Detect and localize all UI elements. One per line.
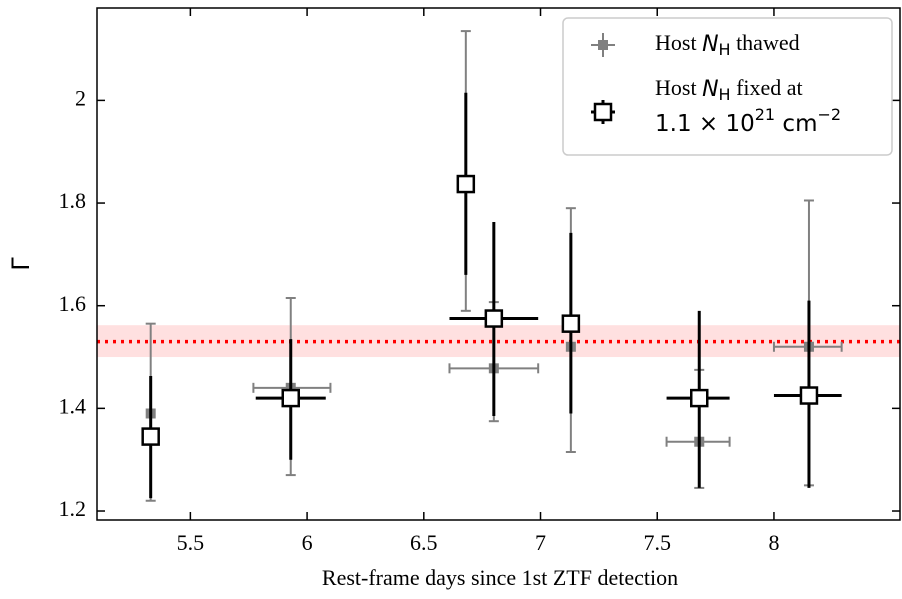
x-axis-label: Rest-frame days since 1st ZTF detection: [322, 565, 678, 590]
x-tick-label: 7.5: [643, 530, 671, 555]
legend-text: N: [702, 77, 718, 102]
legend-text: −2: [817, 105, 841, 124]
x-tick-label: 5.5: [177, 530, 205, 555]
y-tick-label: 1.4: [59, 393, 87, 418]
y-axis-label: Γ: [7, 257, 35, 271]
y-tick-label: 2: [75, 85, 86, 110]
y-tick-label: 1.6: [59, 291, 87, 316]
legend-label: 1.1 × 1021 cm−2: [655, 105, 841, 137]
legend-text: N: [702, 32, 718, 57]
legend-label: Host NH thawed: [655, 30, 800, 58]
plot-frame: [96, 7, 901, 521]
x-tick-label: 6.5: [410, 530, 438, 555]
legend-text: fixed at: [731, 75, 803, 100]
point: [561, 314, 581, 333]
y-tick-label: 1.2: [59, 496, 87, 521]
x-tick-label: 6: [302, 530, 313, 555]
legend-marker: [598, 40, 608, 50]
legend-text: 21: [755, 105, 775, 124]
x-tick-label: 7: [535, 530, 546, 555]
point: [456, 174, 476, 194]
legend-label: Host NH fixed at: [655, 75, 803, 103]
point: [141, 427, 160, 446]
point: [799, 386, 819, 405]
legend-text: thawed: [731, 30, 800, 55]
legend-text: Host: [655, 30, 702, 55]
legend-text: 1.1 × 10: [655, 111, 755, 137]
legend-text: H: [719, 85, 731, 104]
x-tick-label: 8: [768, 530, 779, 555]
legend-text: Host: [655, 75, 702, 100]
point: [281, 388, 300, 408]
legend-text: cm: [775, 111, 817, 137]
y-tick-label: 1.8: [59, 188, 87, 213]
legend-box: [562, 17, 893, 156]
legend-marker: [593, 102, 613, 122]
point: [484, 309, 504, 328]
point: [690, 388, 709, 408]
legend-text: H: [719, 40, 731, 59]
